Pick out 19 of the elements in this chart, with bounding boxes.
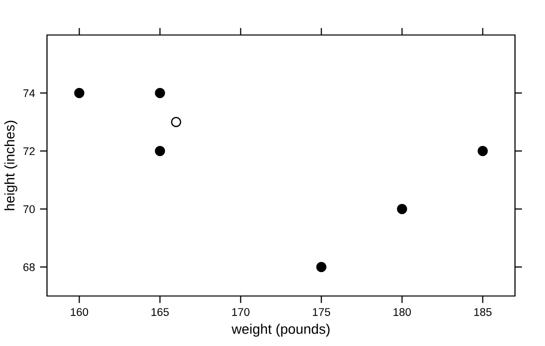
x-axis-title: weight (pounds): [232, 324, 330, 337]
y-tick-label: 68: [23, 263, 35, 272]
point: [396, 204, 408, 214]
x-tick-label: 170: [232, 308, 250, 316]
point: [154, 88, 166, 98]
x-tick-label: 175: [312, 308, 330, 316]
x-tick-label: 165: [152, 308, 169, 316]
x-tick-label: 160: [70, 308, 88, 316]
y-tick-label: 74: [23, 89, 35, 98]
y-tick-label: 72: [23, 147, 35, 156]
point: [170, 116, 182, 128]
y-axis-title: height (inches): [4, 120, 18, 210]
point: [154, 146, 166, 156]
point: [74, 88, 84, 98]
x-tick-label: 180: [394, 308, 411, 316]
y-tick-label: 70: [23, 205, 35, 214]
point: [316, 262, 326, 272]
x-tick-label: 185: [474, 308, 492, 316]
point: [478, 146, 488, 156]
